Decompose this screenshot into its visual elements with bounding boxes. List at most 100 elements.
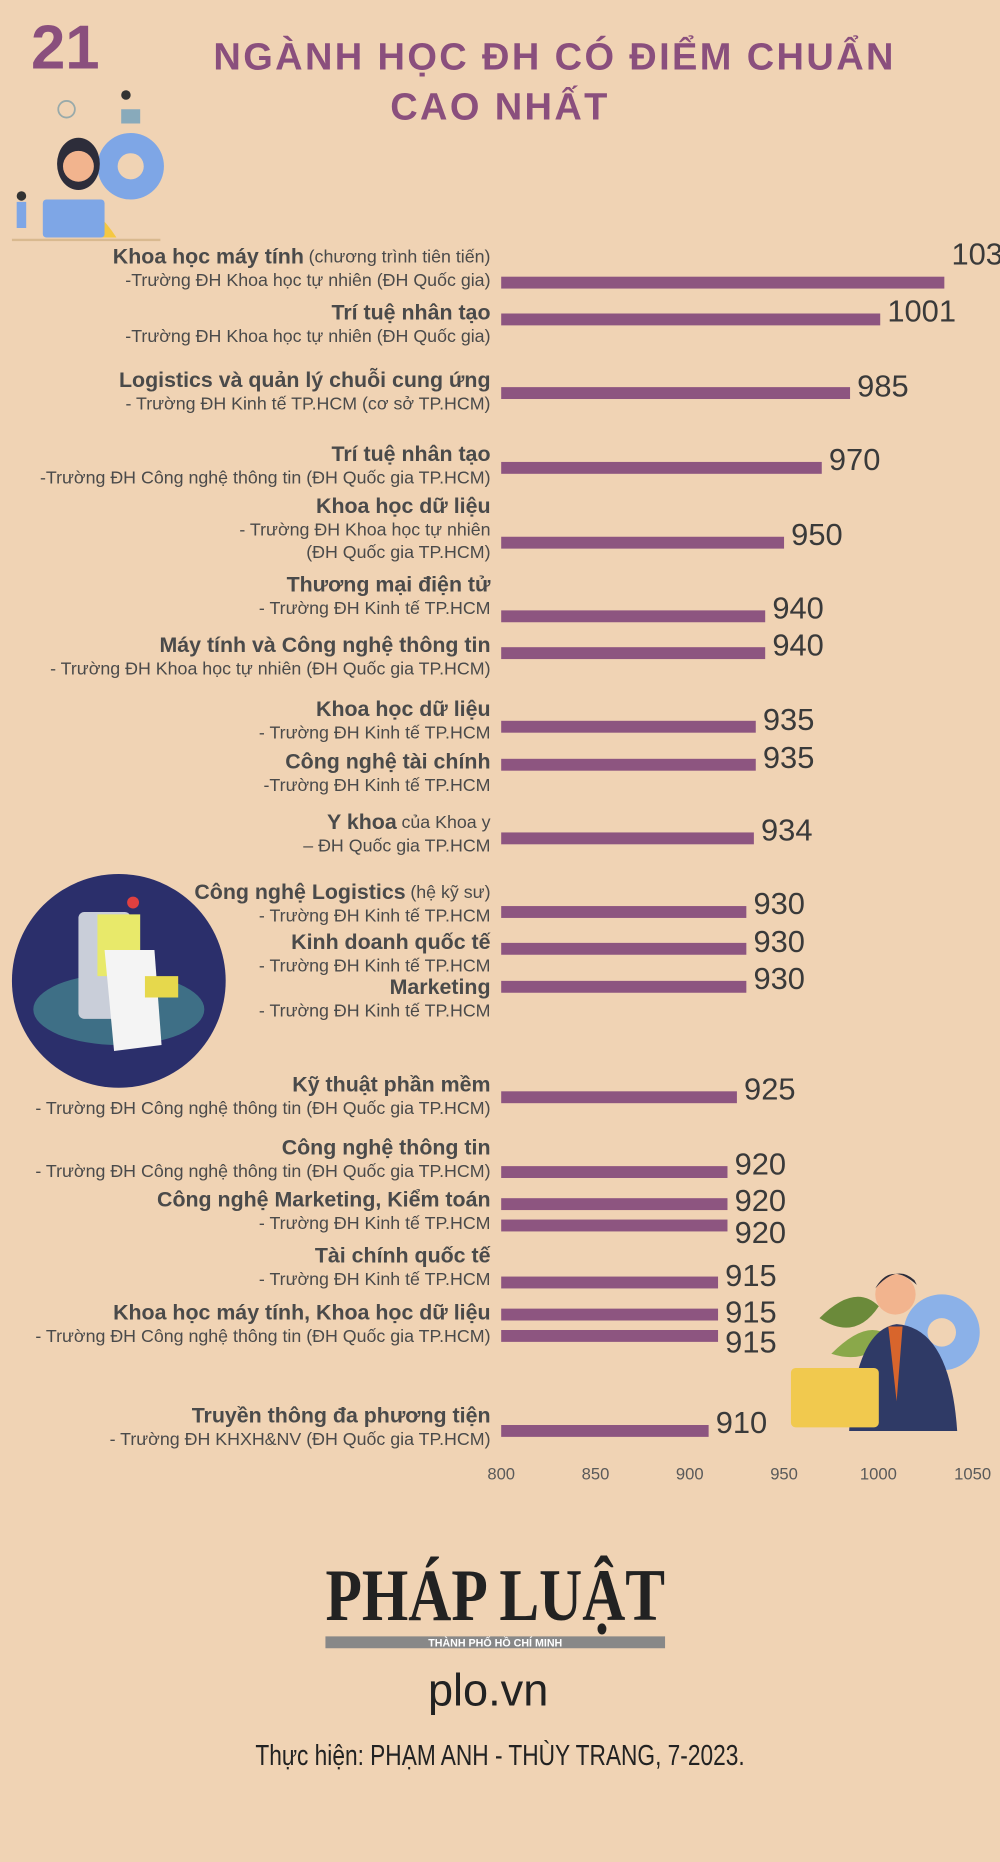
bar: [501, 1425, 709, 1437]
category-label: Công nghệ Marketing, Kiểm toán: [157, 1187, 490, 1211]
bar-chart: Khoa học máy tính (chương trình tiên tiến…: [35, 237, 1000, 1484]
category-label: Công nghệ Logistics (hệ kỹ sư): [194, 880, 490, 904]
bar: [501, 1198, 728, 1211]
category-label: Công nghệ thông tin: [282, 1135, 491, 1159]
category-school: - Trường ĐH Khoa học tự nhiên: [239, 520, 490, 540]
bar: [501, 1276, 719, 1289]
category-name: Marketing: [390, 975, 491, 999]
x-tick-label: 1050: [954, 1464, 991, 1483]
category-label: Kinh doanh quốc tế: [291, 930, 490, 954]
category-label: Truyền thông đa phương tiện: [192, 1403, 491, 1427]
title-line: NGÀNH HỌC ĐH CÓ ĐIỂM CHUẨN: [213, 33, 895, 78]
logo-subtitle: THÀNH PHỐ HỒ CHÍ MINH: [428, 1635, 562, 1649]
category-label: Marketing: [390, 975, 491, 999]
x-tick-label: 900: [676, 1464, 704, 1483]
category-name: Công nghệ Marketing, Kiểm toán: [157, 1187, 490, 1211]
category-school: -Trường ĐH Khoa học tự nhiên (ĐH Quốc gi…: [125, 326, 490, 346]
category-name: Thương mại điện tử: [287, 572, 491, 596]
value-label: 1035: [951, 237, 1000, 272]
value-label: 930: [753, 924, 804, 959]
value-label: 950: [791, 517, 843, 552]
value-label: 925: [744, 1071, 796, 1106]
category-school: - Trường ĐH Kinh tế TP.HCM: [259, 1000, 491, 1020]
illustration-businessman: [790, 1273, 980, 1431]
value-label: 920: [735, 1146, 787, 1181]
title-number: 21: [31, 14, 100, 83]
category-school: - Trường ĐH Kinh tế TP.HCM: [259, 598, 491, 618]
category-name: Khoa học dữ liệu: [316, 494, 490, 518]
x-tick-label: 850: [582, 1464, 610, 1483]
credit: Thực hiện: PHẠM ANH - THÙY TRANG, 7-2023…: [255, 1740, 744, 1772]
bar: [501, 832, 754, 845]
value-label: 930: [753, 886, 804, 921]
bar: [501, 1091, 737, 1104]
category-label: Máy tính và Công nghệ thông tin: [159, 633, 490, 657]
category-school: - Trường ĐH KHXH&NV (ĐH Quốc gia TP.HCM): [110, 1429, 491, 1449]
bar: [501, 758, 756, 771]
value-label: 910: [716, 1405, 768, 1440]
value-label: 915: [725, 1324, 776, 1359]
value-label: 935: [763, 702, 815, 737]
category-name: Công nghệ Logistics: [194, 880, 405, 904]
category-name: Công nghệ tài chính: [285, 749, 490, 773]
category-name: Logistics và quản lý chuỗi cung ứng: [119, 367, 491, 392]
category-school: - Trường ĐH Khoa học tự nhiên (ĐH Quốc g…: [50, 658, 490, 678]
category-school: -Trường ĐH Kinh tế TP.HCM: [264, 775, 491, 795]
illustration-payment: [11, 874, 226, 1088]
category-school: - Trường ĐH Kinh tế TP.HCM: [259, 1213, 491, 1233]
category-name: Trí tuệ nhân tạo: [331, 300, 490, 324]
category-label: Thương mại điện tử: [287, 572, 491, 596]
category-label: Logistics và quản lý chuỗi cung ứng: [119, 367, 491, 392]
bar: [501, 461, 822, 474]
category-name: Kỹ thuật phần mềm: [292, 1072, 490, 1096]
category-school: - Trường ĐH Kinh tế TP.HCM: [259, 1269, 491, 1289]
category-note: (chương trình tiên tiến): [309, 246, 491, 266]
category-school: - Trường ĐH Kinh tế TP.HCM: [259, 955, 491, 975]
x-tick-label: 1000: [860, 1464, 897, 1483]
category-label: Y khoa của Khoa y: [327, 810, 491, 834]
category-school: – ĐH Quốc gia TP.HCM: [303, 835, 490, 855]
bar: [501, 906, 747, 918]
category-note: của Khoa y: [401, 812, 490, 832]
category-school: - Trường ĐH Kinh tế TP.HCM: [259, 905, 491, 925]
category-label: Khoa học máy tính, Khoa học dữ liệu: [113, 1300, 490, 1324]
category-name: Tài chính quốc tế: [315, 1243, 491, 1267]
category-name: Máy tính và Công nghệ thông tin: [159, 633, 490, 657]
category-label: Khoa học dữ liệu: [316, 494, 490, 518]
bar: [501, 720, 756, 733]
bar: [501, 980, 747, 993]
bar: [501, 1308, 719, 1321]
value-label: 940: [772, 591, 824, 626]
bar: [501, 276, 945, 289]
category-school: - Trường ĐH Công nghệ thông tin (ĐH Quốc…: [35, 1161, 490, 1181]
bar: [501, 647, 766, 660]
category-name: Kinh doanh quốc tế: [291, 930, 490, 954]
site-url: plo.vn: [428, 1664, 548, 1715]
value-label: 920: [735, 1183, 787, 1218]
bar: [501, 387, 851, 399]
illustration-worker: [11, 90, 164, 242]
category-school: -Trường ĐH Khoa học tự nhiên (ĐH Quốc gi…: [125, 270, 490, 290]
bar: [501, 1219, 728, 1232]
category-label: Công nghệ tài chính: [285, 749, 490, 773]
category-label: Tài chính quốc tế: [315, 1243, 491, 1267]
category-name: Trí tuệ nhân tạo: [331, 441, 490, 465]
bar: [501, 536, 785, 549]
value-label: 970: [829, 442, 881, 477]
value-label: 935: [763, 740, 815, 775]
category-label: Khoa học dữ liệu: [316, 697, 490, 721]
value-label: 930: [753, 961, 804, 996]
category-school: - Trường ĐH Công nghệ thông tin (ĐH Quốc…: [35, 1098, 490, 1118]
value-label: 915: [725, 1258, 776, 1293]
logo-text: PHÁP LUẬT: [325, 1554, 665, 1636]
category-label: Trí tuệ nhân tạo: [331, 441, 490, 465]
category-name: Khoa học máy tính, Khoa học dữ liệu: [113, 1300, 490, 1324]
value-label: 985: [857, 368, 909, 403]
bar: [501, 1330, 719, 1342]
bar: [501, 610, 766, 623]
value-label: 940: [772, 627, 824, 662]
category-label: Khoa học máy tính (chương trình tiên tiến…: [113, 244, 491, 268]
x-tick-label: 800: [487, 1464, 515, 1483]
